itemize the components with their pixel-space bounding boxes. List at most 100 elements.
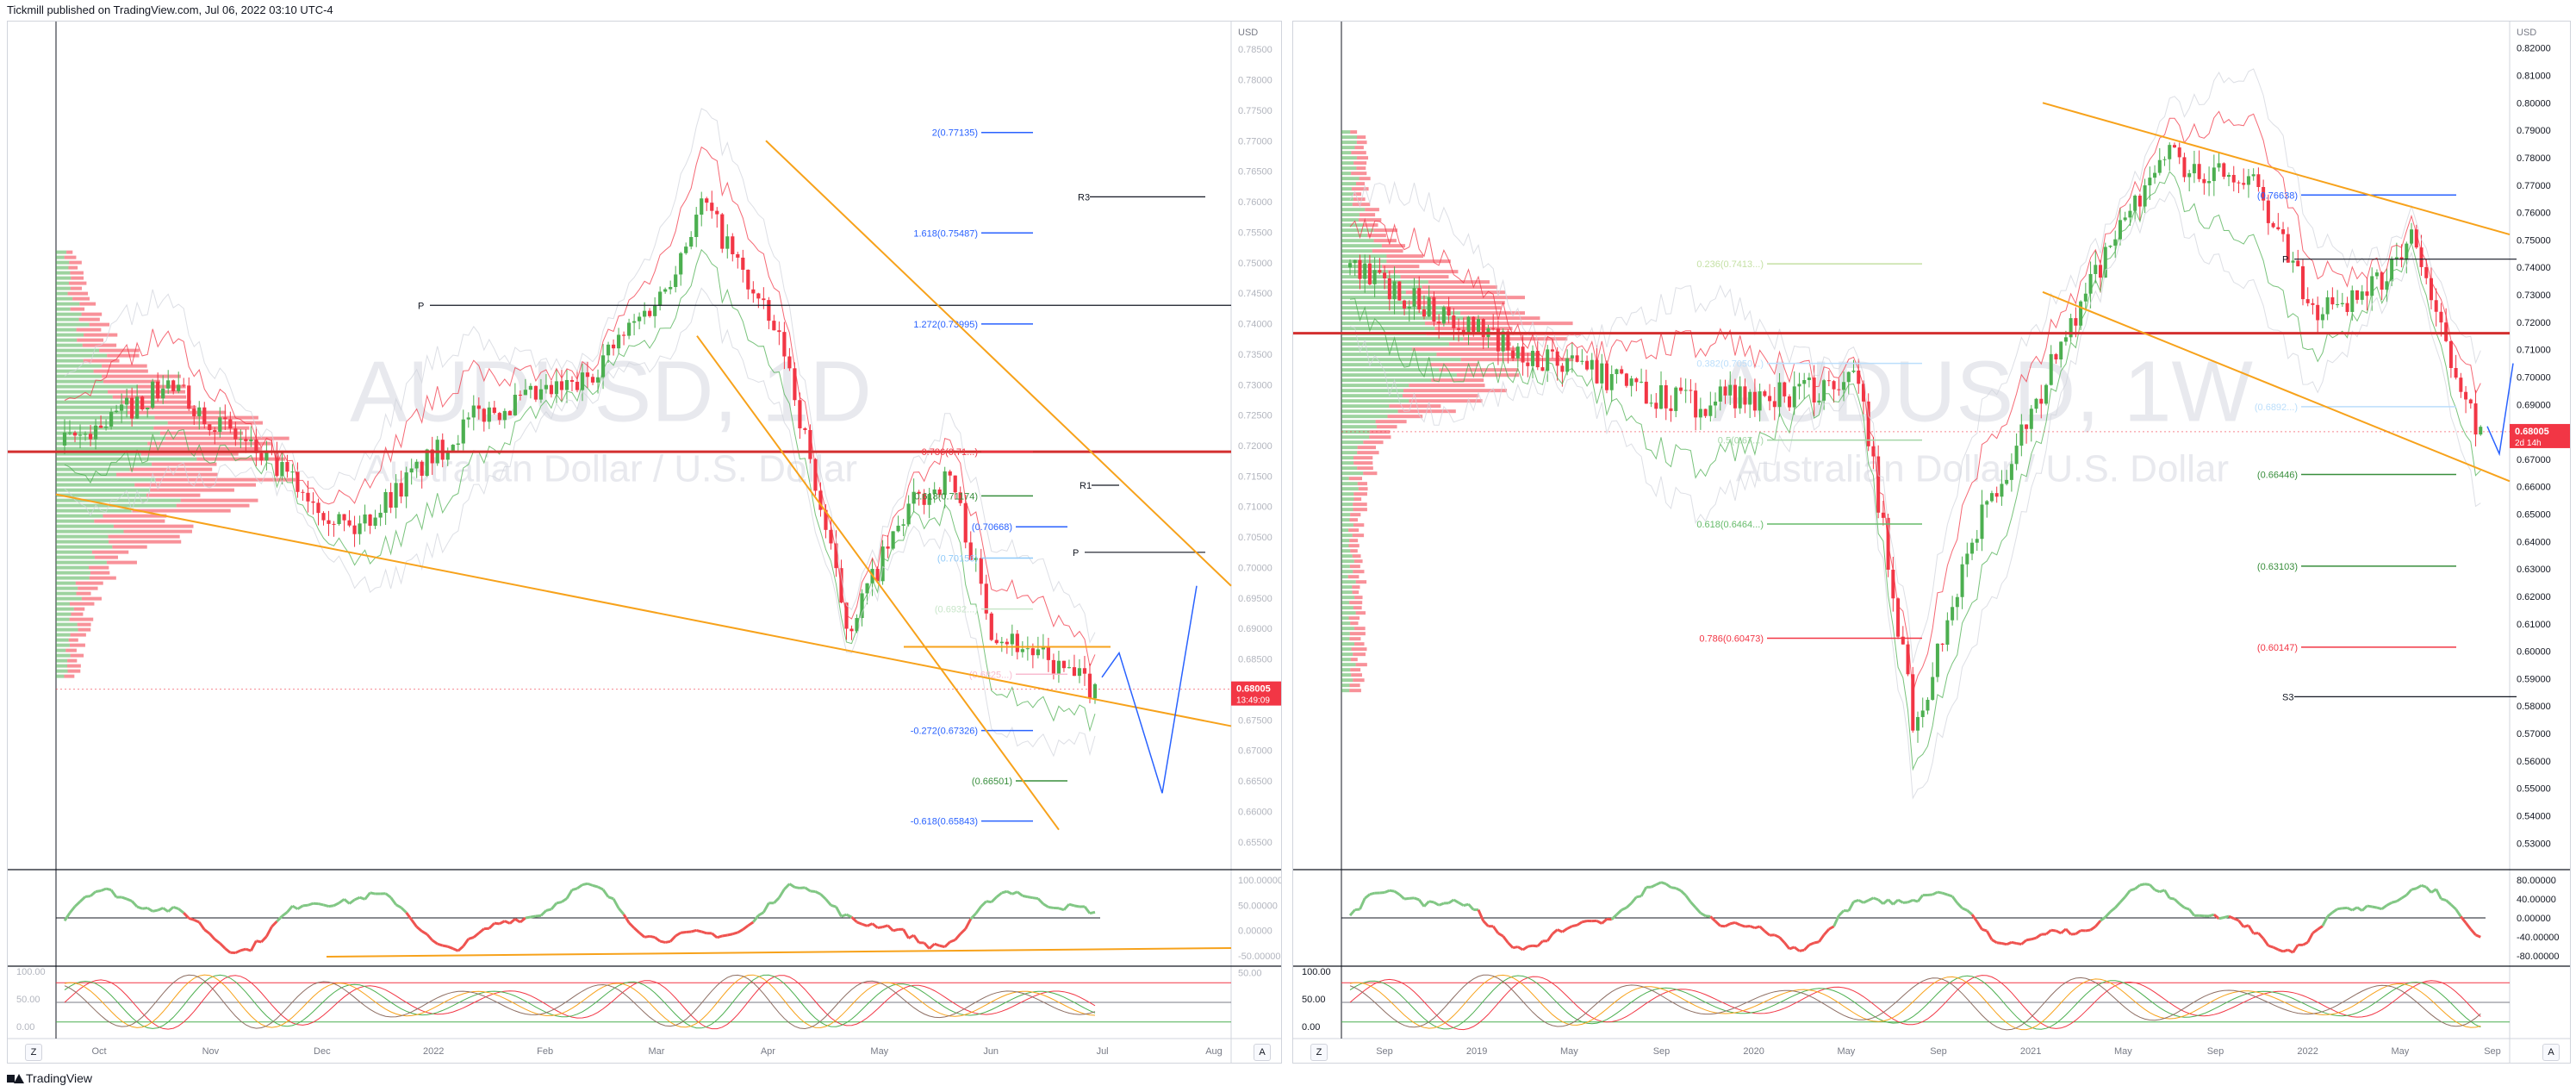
oscillator-line [395,903,402,909]
candle-body [1624,373,1628,386]
volume-profile-bar [1341,327,1435,331]
volume-profile-bar [56,612,72,616]
candle-body [694,215,699,237]
candle-body [2128,210,2132,218]
candle-body [316,502,320,514]
oscillator-tick-label: 40.00000 [2517,895,2556,905]
volume-profile-bar [1341,513,1351,517]
oscillator-line [669,934,677,943]
candle-body [943,471,947,496]
volume-profile-bar [1456,373,1520,378]
indicator-line [64,287,1096,758]
price-tick-label: 0.53000 [2517,839,2551,849]
candle-body [342,514,346,521]
oscillator-line [172,905,179,910]
volume-profile-bar [1353,559,1363,564]
oscillator-line [617,907,625,915]
timezone-z-icon[interactable]: Z [25,1044,42,1061]
volume-profile-bar [70,307,85,311]
oscillator-line [1946,893,1953,898]
oscillator-line [980,900,987,908]
time-axis-label: Sep [2207,1046,2224,1057]
pivot-label: R1 [1080,481,1092,491]
volume-profile-bar [1353,652,1366,657]
volume-profile-bar [1341,528,1349,533]
oscillator-line [800,886,806,889]
candle-body [1703,409,1708,416]
footer-brand[interactable]: TradingView [7,1069,92,1088]
oscillator-line [1863,899,1870,904]
oscillator-line [700,930,707,935]
candle-body [1763,391,1767,396]
volume-profile-bar [99,348,140,353]
candle-body [2231,174,2236,183]
candle-body [1718,386,1722,402]
candle-body [824,509,828,530]
volume-profile-bar [1341,492,1354,496]
volume-profile-bar [131,509,231,513]
stochastic-tick-label: 50.00 [16,995,40,1005]
auto-scale-icon[interactable]: A [1254,1044,1271,1061]
oscillator-line [2085,928,2091,933]
oscillator-line [79,895,87,903]
candle-body [648,310,652,316]
oscillator-line [1042,902,1049,908]
candle-body [1629,378,1633,386]
chart-panel-daily[interactable]: AUDUSD, 1D Australian Dollar / U.S. Dolla… [7,21,1282,1064]
volume-profile-bar [56,260,70,265]
volume-profile-bar [1351,673,1362,677]
candle-body [2410,229,2414,244]
oscillator-line [1601,918,1608,925]
indicator-line [1349,110,2481,693]
candle-body [306,492,310,502]
candle-body [244,439,248,441]
oscillator-line [90,890,97,897]
candle-body [2079,301,2083,326]
volume-profile-bar [1341,208,1366,212]
time-axis-label: Dec [314,1046,331,1057]
volume-profile-bar [1341,658,1351,662]
oscillator-line [437,942,444,947]
candle-body [213,430,217,433]
candle-body [1378,270,1382,273]
candle-body [223,417,227,420]
oscillator-line [1517,945,1524,952]
candle-body [327,520,331,524]
price-tick-label: 0.71000 [2517,346,2551,356]
trend-line [2042,290,2511,483]
oscillator-tick-label: -40.00000 [2517,933,2560,943]
candle-body [1560,365,1565,372]
volume-profile-bar [120,400,191,404]
candle-body [218,417,222,433]
fib-level-label: (0.60147) [2257,643,2298,653]
candle-body [202,407,207,425]
oscillator-line [597,885,604,891]
volume-profile-bar [1341,621,1351,626]
oscillator-line [420,930,428,936]
oscillator-line [571,887,578,891]
oscillator-line [1532,944,1538,948]
volume-profile-bar [1373,239,1397,243]
oscillator-line [2405,889,2413,896]
oscillator-line [1749,925,1756,930]
pivot-label: P [1073,548,1079,558]
candle-body [2365,291,2369,296]
volume-profile-bar [150,488,234,492]
oscillator-line [2416,884,2423,890]
stochastic-tick-label: 100.00 [1302,967,1331,977]
volume-profile-bar [1353,461,1373,465]
candle-body [611,344,616,349]
timezone-z-icon[interactable]: Z [1310,1044,1328,1061]
volume-profile-bar [56,545,113,549]
oscillator-line [1571,923,1577,928]
auto-scale-icon[interactable]: A [2542,1044,2560,1061]
chart-panel-weekly[interactable]: AUDUSD, 1W Australian Dollar / U.S. Dolla… [1292,21,2571,1064]
candle-body [1970,542,1975,554]
candle-body [1056,660,1061,674]
volume-profile-bar [1341,575,1348,579]
weekly-chart-canvas[interactable]: AUDUSD, 1W Australian Dollar / U.S. Dolla… [1293,22,2570,1063]
candle-body [917,491,921,494]
candle-body [2246,176,2250,185]
oscillator-line [250,940,258,952]
